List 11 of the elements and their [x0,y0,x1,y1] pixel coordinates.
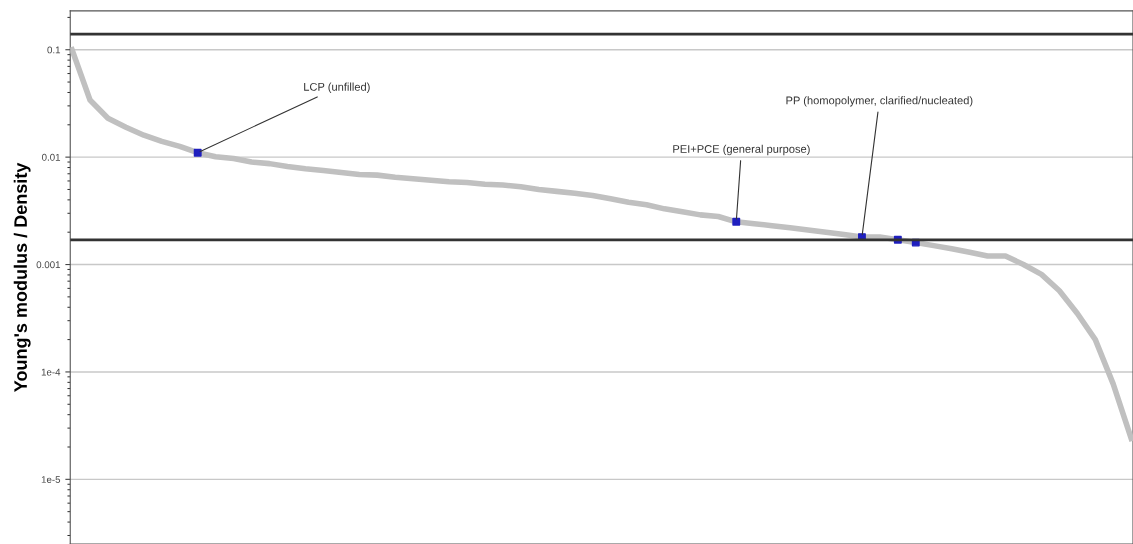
y-tick-label: 0.1 [47,46,61,54]
annotation: LCP (unfilled) [304,82,370,93]
y-tick-label: 0.001 [36,261,61,269]
y-axis-title: Young's modulus / Density [13,162,31,392]
y-tick-label: 1e-4 [41,368,61,376]
point [193,148,202,157]
annotation: PP (homopolymer, clarified/nucleated) [786,96,973,107]
annotation: PEI+PCE (general purpose) [673,144,810,156]
y-tick-label: 0.01 [41,153,61,161]
point [732,217,741,226]
y-tick-label: 1e-5 [41,476,61,483]
